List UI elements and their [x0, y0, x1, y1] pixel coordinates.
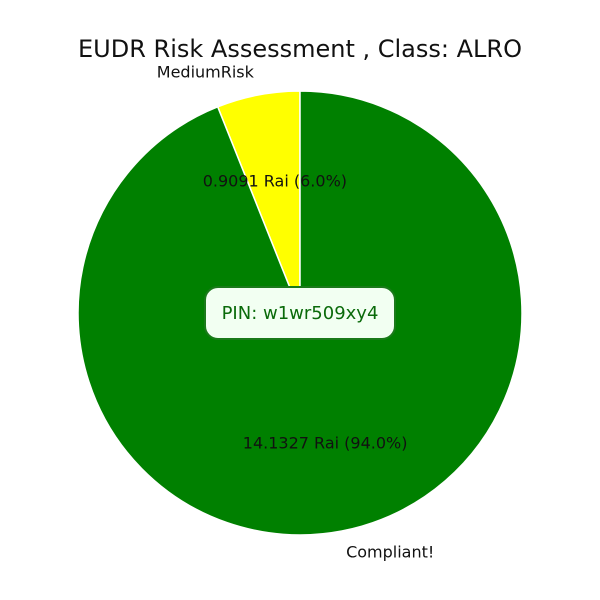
slice-name-label: Compliant! [346, 542, 434, 561]
pin-badge: PIN: w1wr509xy4 [204, 286, 396, 340]
slice-value-label: 0.9091 Rai (6.0%) [203, 172, 347, 191]
slice-value-label: 14.1327 Rai (94.0%) [243, 433, 408, 452]
chart-title: EUDR Risk Assessment , Class: ALRO [78, 35, 522, 63]
slice-name-label: MediumRisk [157, 63, 255, 82]
pin-label: PIN: w1wr509xy4 [221, 302, 379, 324]
pie-labels: MediumRisk 0.9091 Rai (6.0%) Compliant! 14.… [157, 63, 435, 562]
